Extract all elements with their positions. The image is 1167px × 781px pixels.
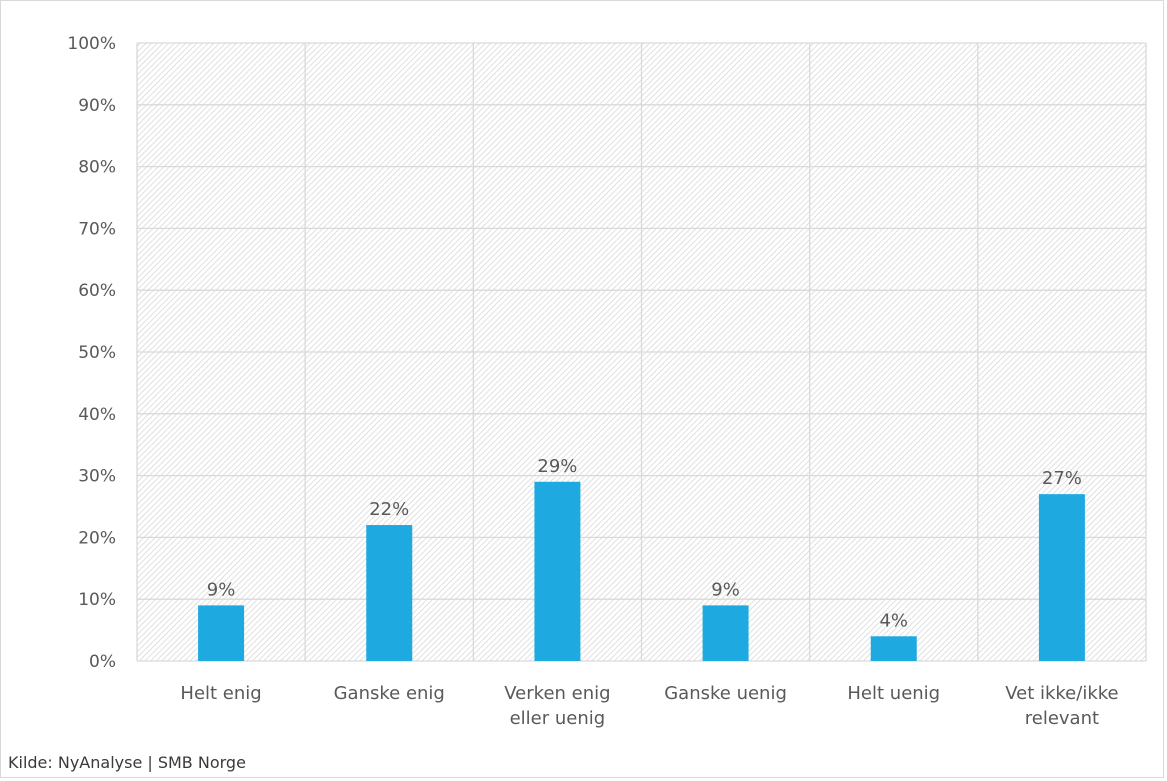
x-axis-category-labels: Helt enig Ganske enig Verken enig eller uen… [180,683,1118,729]
y-tick-label: 20% [78,528,116,548]
bar [198,605,245,661]
data-label: 4% [879,610,908,631]
bar [366,525,413,661]
category-label: Verken enig eller uenig [504,683,610,729]
y-tick-label: 10% [78,590,116,610]
bar [1038,494,1085,661]
bars [198,481,1085,661]
y-tick-label: 60% [78,281,116,301]
bar [534,481,581,661]
category-label: Vet ikke/ikke relevant [1005,683,1118,729]
y-tick-label: 80% [78,158,116,178]
y-axis-tick-labels: 0% 10% 20% 30% 40% 50% 60% 70% 80% 90% 100% [67,34,116,672]
category-label: Ganske uenig [664,683,787,704]
y-tick-label: 90% [78,96,116,116]
data-label: 29% [537,456,577,477]
bar [870,636,917,661]
gridlines [136,42,1147,662]
y-tick-label: 0% [89,652,116,672]
y-tick-label: 70% [78,219,116,239]
category-label: Ganske enig [334,683,445,704]
y-tick-label: 40% [78,405,116,425]
source-note: Kilde: NyAnalyse | SMB Norge [8,753,246,772]
bar-chart: 0% 10% 20% 30% 40% 50% 60% 70% 80% 90% 100% 9% 22% 2… [67,34,1147,729]
data-label: 9% [207,579,236,600]
category-label: Helt uenig [847,683,940,704]
bar [702,605,749,661]
data-label: 27% [1042,468,1082,489]
y-tick-label: 100% [67,34,116,54]
y-tick-label: 50% [78,343,116,363]
data-label: 9% [711,579,740,600]
data-labels: 9% 22% 29% 9% 4% 27% [207,456,1082,632]
y-tick-label: 30% [78,467,116,487]
data-label: 22% [369,499,409,520]
category-label: Helt enig [180,683,261,704]
